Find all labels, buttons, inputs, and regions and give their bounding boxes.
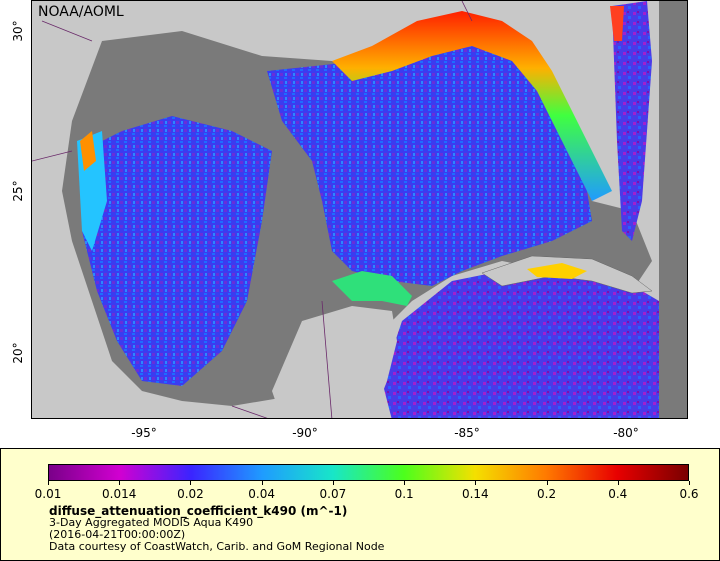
data-credit: Data courtesy of CoastWatch, Carib. and … [49, 540, 385, 553]
colorbar-tick-mark [689, 481, 690, 485]
k490-map [32, 1, 687, 418]
colorbar-tick-label: 0.14 [461, 487, 489, 501]
colorbar-tick-mark [332, 481, 334, 485]
atlantic-nodata [659, 1, 687, 418]
colorbar-tick-label: 0.014 [102, 487, 137, 501]
colorbar-tick-mark [48, 481, 49, 485]
dataset-title: 3-Day Aggregated MODIS Aqua K490 [49, 516, 254, 529]
y-tick-30: 30° [11, 20, 25, 42]
colorbar-tick-label: 0.1 [394, 487, 414, 501]
x-tick-95: -95° [131, 426, 157, 440]
colorbar-tick-mark [475, 481, 477, 485]
map-area: NOAA/AOML [31, 0, 688, 419]
colorbar-tick-mark [546, 481, 548, 485]
texas-orange [80, 131, 96, 171]
variable-name: diffuse_attenuation_coefficient_k490 (m^… [49, 504, 348, 518]
colorbar-tick-mark [617, 481, 619, 485]
y-tick-20: 20° [11, 342, 25, 364]
yucatan-shelf [332, 271, 412, 306]
x-tick-90: -90° [292, 426, 318, 440]
colorbar [48, 464, 689, 481]
border-lines [32, 1, 473, 418]
colorbar-tick-label: 0.02 [177, 487, 204, 501]
colorbar-tick-mark [119, 481, 121, 485]
colorbar-tick-label: 0.04 [248, 487, 276, 501]
x-tick-80: -80° [613, 426, 639, 440]
colorbar-tick-label: 0.2 [537, 487, 557, 501]
colorbar-tick-label: 0.6 [679, 487, 699, 501]
y-tick-25: 25° [11, 180, 25, 202]
x-tick-85: -85° [454, 426, 480, 440]
colorbar-tick-label: 0.01 [34, 487, 62, 501]
west-swath [82, 116, 272, 386]
florida-east-swath [612, 1, 652, 241]
colorbar-tick-mark [404, 481, 406, 485]
colorbar-tick-mark [261, 481, 263, 485]
east-swath [267, 26, 592, 286]
legend-text: diffuse_attenuation_coefficient_k490 (m^… [49, 505, 384, 553]
dataset-time: (2016-04-21T00:00:00Z) [49, 528, 186, 541]
colorbar-tick-label: 0.07 [319, 487, 347, 501]
legend-panel: 0.01 0.014 0.02 0.04 0.07 0.1 0.14 0.2 0.4 0.6 di… [0, 448, 720, 561]
colorbar-tick-label: 0.4 [608, 487, 628, 501]
florida-east-coast [610, 6, 624, 41]
colorbar-tick-mark [190, 481, 192, 485]
credit-label: NOAA/AOML [38, 4, 124, 20]
coastal-band [332, 11, 612, 201]
caribbean-swath [382, 271, 659, 418]
cuba-shelf [527, 263, 587, 279]
yucatan-land [272, 306, 397, 418]
